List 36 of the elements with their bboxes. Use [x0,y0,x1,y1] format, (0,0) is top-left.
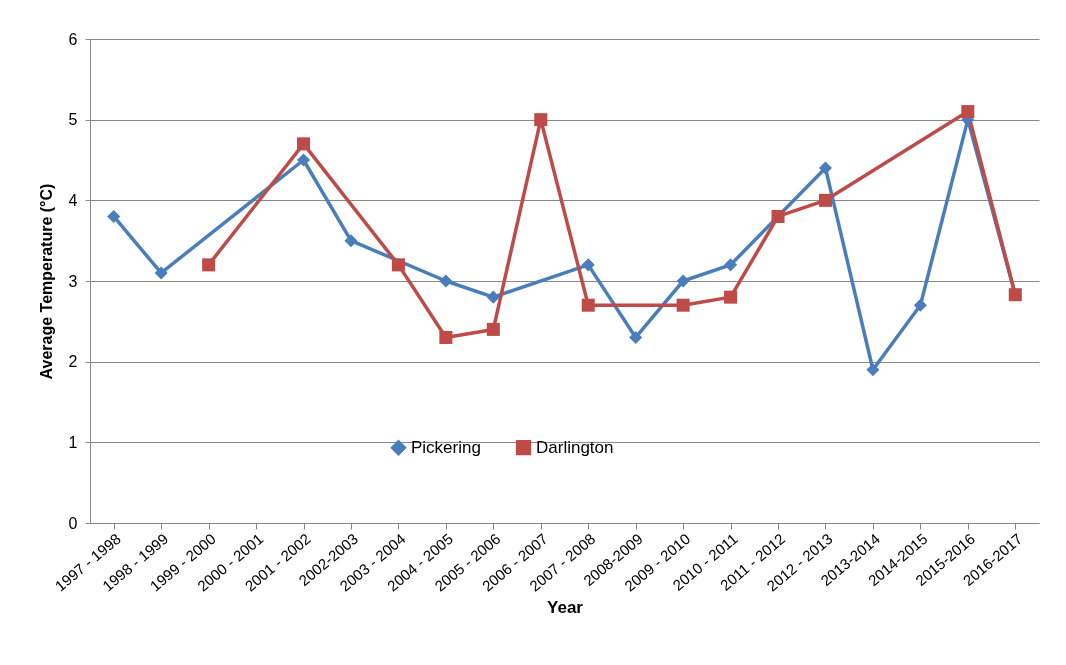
x-axis-title: Year [547,598,584,618]
point [297,153,311,167]
point [581,298,595,312]
point [344,234,358,248]
y-tick-label: 5 [68,111,78,129]
point [154,266,168,280]
point [107,209,121,223]
point [486,290,500,304]
point [439,330,453,344]
point [676,298,690,312]
point [866,363,880,377]
point [724,258,738,272]
legend-label: Darlington [536,437,614,457]
point [961,105,975,119]
point [629,330,643,344]
point [534,113,548,127]
point [771,209,785,223]
point [913,298,927,312]
point [818,193,832,207]
y-axis-title: Average Temperature (°C) [37,183,55,380]
point [486,322,500,336]
y-tick-label: 1 [68,433,78,451]
point [676,274,690,288]
y-tick-label: 3 [68,272,78,290]
y-tick-label: 0 [68,514,78,532]
point [297,137,311,151]
point [202,258,216,272]
y-tick-label: 6 [68,30,78,48]
y-tick-label: 4 [68,191,78,209]
point [724,290,738,304]
point [818,161,832,175]
point [391,258,405,272]
y-tick-label: 2 [68,353,78,371]
legend-label: Pickering [411,437,481,457]
point [581,258,595,272]
point [439,274,453,288]
